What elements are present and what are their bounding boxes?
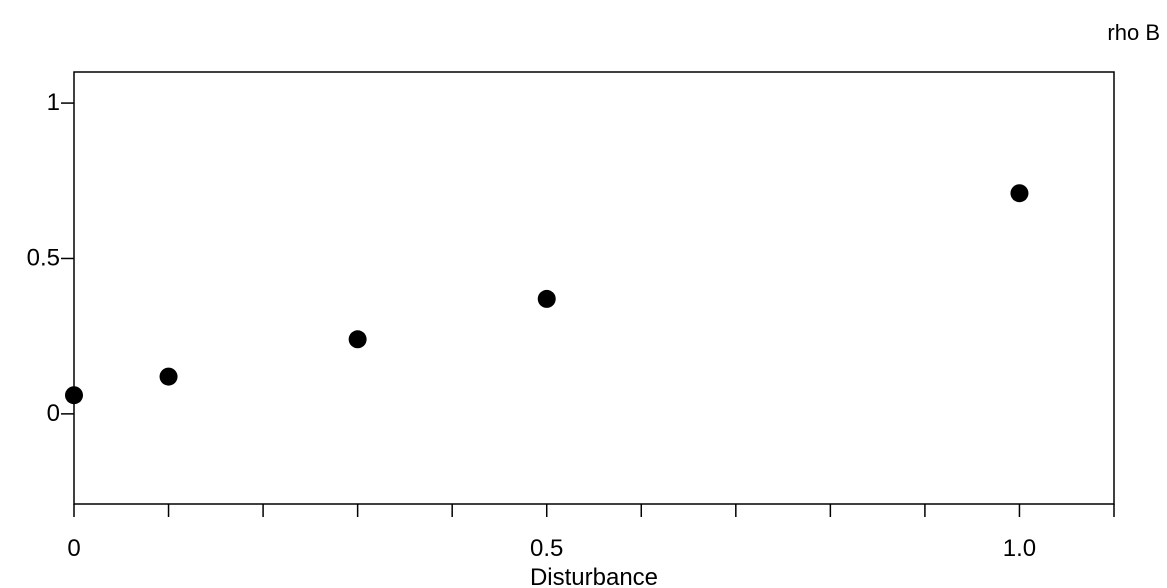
data-points	[65, 184, 1029, 405]
x-tick-label: 0	[67, 535, 80, 562]
data-point	[65, 386, 83, 405]
data-point	[537, 289, 556, 308]
x-axis-ticks: 0 0.5 1.0	[67, 504, 1115, 562]
data-point	[159, 367, 178, 386]
plot-frame	[73, 71, 1115, 505]
y-tick-label: 0.5	[27, 244, 60, 271]
x-tick-label: 1.0	[1003, 535, 1036, 562]
x-axis-title: Disturbance	[530, 564, 658, 588]
y-axis-title: rho B	[1107, 20, 1160, 45]
x-tick-label: 0.5	[530, 535, 563, 562]
data-point	[1010, 184, 1029, 203]
y-axis-ticks: 00.51	[27, 89, 74, 427]
data-point	[348, 330, 367, 349]
y-tick-label: 1	[47, 89, 60, 116]
y-tick-label: 0	[47, 400, 60, 427]
